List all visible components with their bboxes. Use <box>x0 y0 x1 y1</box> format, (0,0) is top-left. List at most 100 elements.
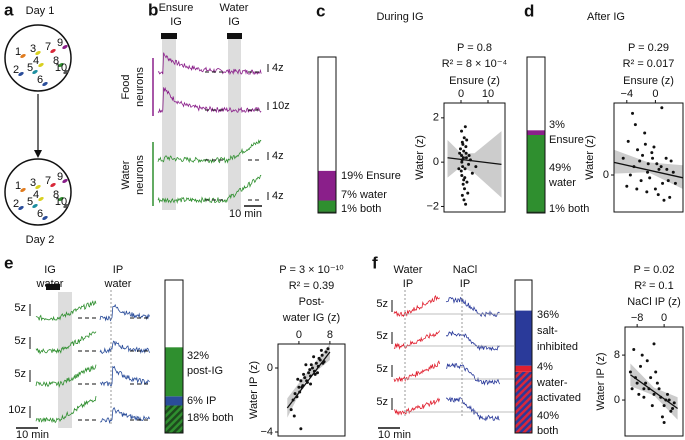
data-point <box>297 385 301 389</box>
cell-label: 8 <box>53 189 59 201</box>
data-point <box>621 156 625 160</box>
bar-outline <box>526 56 546 214</box>
data-point <box>464 202 468 206</box>
day-label: Day 1 <box>26 5 55 17</box>
data-point <box>463 187 467 191</box>
plot-frame <box>624 326 684 437</box>
data-point <box>660 106 664 110</box>
data-point <box>310 366 314 370</box>
cell <box>35 184 41 190</box>
segment-label: 18% both <box>187 412 233 424</box>
cell-label: 10 <box>55 62 67 74</box>
segment-label: 36% <box>537 309 559 321</box>
cell-label: 6 <box>37 74 43 86</box>
data-point <box>464 156 468 160</box>
data-point <box>460 154 464 158</box>
x-axis-label: Ensure (z) <box>449 75 500 87</box>
data-point <box>633 123 637 127</box>
data-point <box>648 176 652 180</box>
cell-label: 2 <box>13 64 19 76</box>
stat-label: P = 0.29 <box>628 42 669 54</box>
data-point <box>642 395 646 399</box>
fit-line <box>447 157 502 166</box>
x-tick-label: −4 <box>621 88 634 100</box>
data-point <box>643 142 647 146</box>
data-point <box>463 167 467 171</box>
x-axis-label: Ensure (z) <box>623 75 674 87</box>
confidence-band <box>287 344 330 418</box>
data-point <box>640 353 644 357</box>
segment-label: 6% IP <box>187 395 216 407</box>
data-point <box>641 153 645 157</box>
data-point <box>308 368 312 372</box>
activity-trace <box>35 300 97 322</box>
panel-letter: e <box>4 253 13 272</box>
cell <box>20 187 26 193</box>
x-tick-label: 0 <box>661 312 667 324</box>
data-point <box>631 111 635 115</box>
data-point <box>302 372 306 376</box>
data-point <box>672 401 676 405</box>
cell <box>62 44 68 50</box>
y-tick-label: 0 <box>267 362 273 374</box>
y-tick-label: 2 <box>433 112 439 124</box>
cell <box>42 215 48 221</box>
data-point <box>657 167 661 171</box>
x-tick-label: 0 <box>296 329 302 341</box>
time-label: 10 min <box>378 429 411 440</box>
activity-trace <box>445 330 500 352</box>
data-point <box>313 372 317 376</box>
bar-segment <box>318 211 336 213</box>
activity-trace <box>35 396 97 424</box>
plot-frame <box>277 343 346 437</box>
data-point <box>668 195 672 199</box>
data-point <box>296 377 300 381</box>
stat-label: P = 0.8 <box>457 42 492 54</box>
bar-segment <box>515 365 532 372</box>
cell <box>63 203 69 209</box>
time-label: 10 min <box>16 429 49 440</box>
bar-segment <box>318 170 336 201</box>
cell <box>20 53 26 59</box>
data-point <box>309 382 313 386</box>
cell <box>50 48 56 54</box>
cell <box>38 62 44 68</box>
data-point <box>460 193 464 197</box>
stim-label: water <box>104 278 132 290</box>
y-axis-label: Water IP (z) <box>595 352 607 410</box>
data-point <box>304 363 308 367</box>
data-point <box>630 387 634 391</box>
group-label: Food <box>120 74 132 99</box>
activity-trace <box>99 365 150 387</box>
stim-label: NaCl <box>453 264 477 276</box>
data-point <box>635 187 639 191</box>
data-point <box>655 381 659 385</box>
data-point <box>625 184 629 188</box>
data-point <box>671 406 675 410</box>
activity-trace <box>157 52 262 76</box>
cell <box>62 178 68 184</box>
data-point <box>626 139 630 143</box>
activity-trace <box>157 86 262 114</box>
segment-label: 3% <box>549 119 565 131</box>
cell <box>32 203 38 209</box>
data-point <box>317 356 321 360</box>
data-point <box>316 371 320 375</box>
group-label: neurons <box>134 67 146 107</box>
cell <box>38 196 44 202</box>
data-point <box>642 387 646 391</box>
data-point <box>457 167 461 171</box>
scale-label: 4z <box>272 190 284 202</box>
segment-label: salt- <box>537 325 558 337</box>
cell-label: 9 <box>57 171 63 183</box>
data-point <box>654 370 658 374</box>
group-label: neurons <box>134 155 146 195</box>
activity-trace <box>35 331 97 355</box>
cell <box>58 62 64 68</box>
fit-line <box>630 374 678 409</box>
activity-trace <box>99 340 150 355</box>
cell <box>18 71 24 77</box>
scale-label: 4z <box>272 62 284 74</box>
stat-label: R² = 0.017 <box>623 58 675 70</box>
